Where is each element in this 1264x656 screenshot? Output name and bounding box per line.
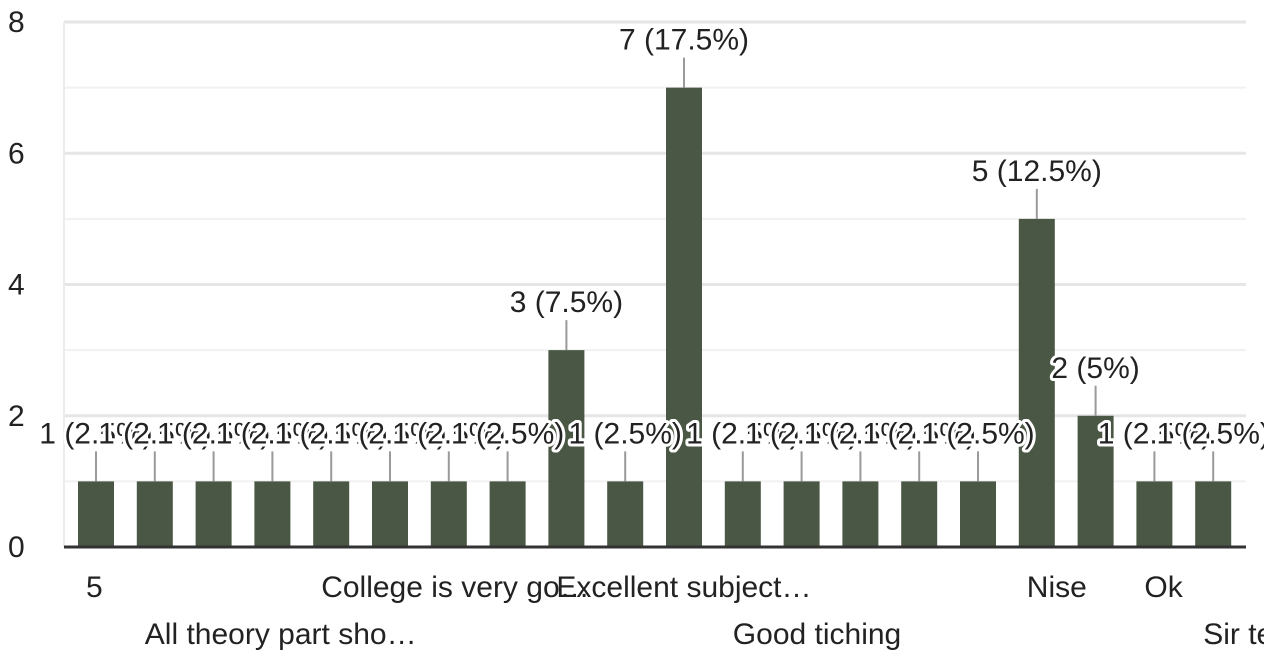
x-category-label: Sir te	[1203, 618, 1264, 651]
label-leader-lines	[95, 57, 1215, 482]
x-category-label: College is very go…	[321, 571, 589, 604]
x-category-label: All theory part sho…	[145, 618, 417, 651]
data-label: 1 (2.5%)	[392, 417, 505, 450]
x-category-label: Excellent subject…	[556, 571, 811, 604]
data-label: 1 (2.5%)	[39, 417, 152, 450]
x-category-label: Ok	[1144, 571, 1183, 604]
data-label: 1 (2.5%)	[1098, 417, 1211, 450]
bars	[78, 87, 1232, 547]
data-label: 1 (2.5%)	[333, 417, 446, 450]
x-category-label: Nise	[1027, 571, 1087, 604]
data-label: 7 (17.5%)	[619, 24, 749, 57]
data-label: 1 (2.5%)	[804, 417, 917, 450]
x-axis-labels: 5 All theory part sho… College is very go……	[86, 571, 1264, 651]
bar	[607, 481, 644, 547]
data-label: 1 (2.5%)	[98, 417, 211, 450]
bar	[489, 481, 526, 547]
data-label: 1 (2.5%)	[745, 417, 858, 450]
data-label: 1 (2.5%)	[863, 417, 976, 450]
y-axis-ticks: 0 2 4 6 8	[8, 6, 25, 564]
bar	[1077, 415, 1114, 547]
data-label: 1 (2.5%)	[275, 417, 388, 450]
bar	[783, 481, 820, 547]
bar	[78, 481, 114, 547]
gridlines	[63, 20, 1246, 547]
data-label: 1 (2.5%)	[921, 417, 1034, 450]
bar	[548, 350, 585, 547]
data-labels: 1 (2.5%)1 (2.5%)1 (2.5%)1 (2.5%)1 (2.5%)…	[36, 21, 1264, 454]
data-label: 1 (2.5%)	[569, 417, 682, 450]
data-label: 1 (2.5%)	[216, 417, 329, 450]
bar	[960, 481, 996, 547]
data-label: 1 (2.5%)	[451, 417, 564, 450]
bar	[195, 481, 232, 547]
bar	[1195, 481, 1232, 547]
data-label: 1 (2.5%)	[686, 417, 799, 450]
data-label: 3 (7.5%)	[510, 286, 623, 319]
y-tick-label: 2	[8, 400, 25, 433]
bar	[372, 481, 408, 547]
data-label: 1 (2.5%)	[157, 417, 270, 450]
x-category-label: Good tiching	[733, 618, 901, 651]
bar	[901, 481, 938, 547]
data-label: 5 (12.5%)	[972, 155, 1102, 188]
bar	[842, 481, 879, 547]
bar	[254, 481, 291, 547]
bar	[430, 481, 467, 547]
y-tick-label: 0	[8, 531, 25, 564]
bar	[313, 481, 350, 547]
y-tick-label: 8	[8, 6, 25, 39]
y-tick-label: 4	[8, 269, 25, 302]
bar	[1018, 218, 1055, 547]
bar	[136, 481, 173, 547]
x-category-label: 5	[86, 571, 103, 604]
data-label: 1 (2.5%)	[1157, 417, 1264, 450]
bar	[1136, 481, 1173, 547]
y-tick-label: 6	[8, 137, 25, 170]
data-label: 2 (5%)	[1051, 352, 1139, 385]
bar	[666, 87, 702, 547]
bar	[724, 481, 761, 547]
